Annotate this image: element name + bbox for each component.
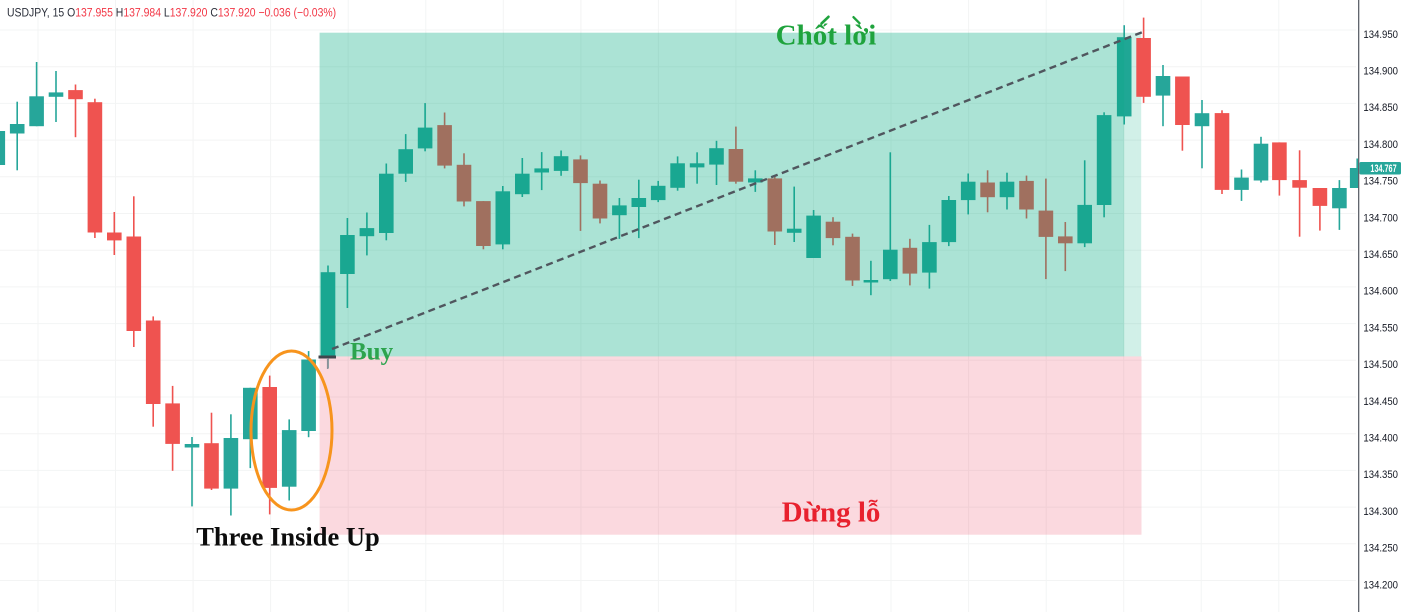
svg-text:134.800: 134.800 [1363, 139, 1398, 151]
svg-text:134.350: 134.350 [1363, 470, 1398, 482]
svg-text:134.950: 134.950 [1363, 29, 1398, 41]
svg-text:134.700: 134.700 [1363, 213, 1398, 225]
svg-text:134.900: 134.900 [1363, 66, 1398, 78]
svg-text:Dừng lỗ: Dừng lỗ [782, 497, 881, 529]
svg-text:Three Inside Up: Three Inside Up [196, 522, 380, 552]
svg-text:Chốt lời: Chốt lời [776, 20, 877, 52]
svg-text:134.750: 134.750 [1363, 176, 1398, 188]
svg-text:134.500: 134.500 [1363, 360, 1398, 372]
svg-text:Buy: Buy [350, 339, 394, 366]
svg-text:134.650: 134.650 [1363, 249, 1398, 261]
svg-text:134.200: 134.200 [1363, 580, 1398, 592]
svg-text:134.400: 134.400 [1363, 433, 1398, 445]
svg-text:134.300: 134.300 [1363, 506, 1398, 518]
svg-text:134.250: 134.250 [1363, 543, 1398, 555]
svg-text:134.850: 134.850 [1363, 103, 1398, 115]
svg-text:134.600: 134.600 [1363, 286, 1398, 298]
svg-text:134.450: 134.450 [1363, 396, 1398, 408]
svg-text:134.550: 134.550 [1363, 323, 1398, 335]
svg-text:134.767: 134.767 [1370, 163, 1396, 175]
svg-text:USDJPY, 15 O137.955 H137.984: USDJPY, 15 O137.955 H137.984 L137.920 C1… [7, 7, 336, 20]
